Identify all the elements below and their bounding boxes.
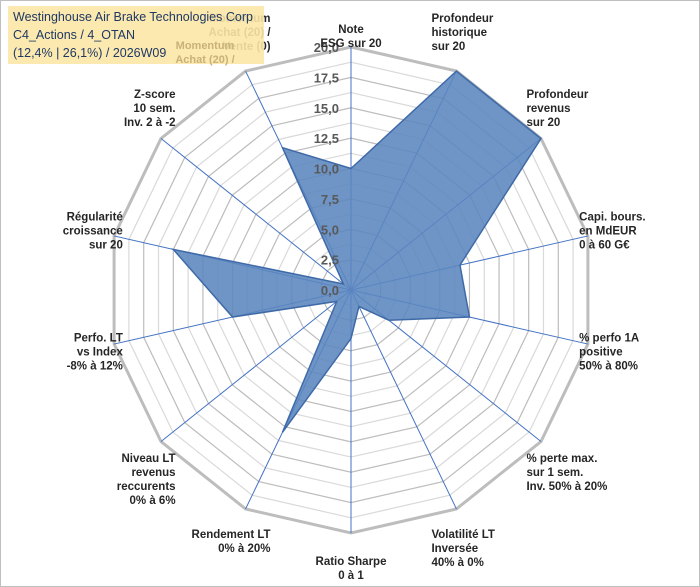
tick-label: 0,0 <box>321 283 339 298</box>
tick-label: 7,5 <box>321 192 339 207</box>
tick-label: 12,5 <box>314 131 339 146</box>
axis-spoke <box>160 289 352 442</box>
axis-label: % perte max. sur 1 sem. Inv. 50% à 20% <box>526 453 607 493</box>
axis-label: Profondeur historique sur 20 <box>431 13 493 53</box>
chart-title-line: (12,4% | 26,1%) / 2026W09 <box>13 46 166 60</box>
tick-label: 10,0 <box>314 162 339 177</box>
radar-series <box>171 70 542 433</box>
tick-label: 15,0 <box>314 101 339 116</box>
axis-label: Ratio Sharpe 0 à 1 <box>316 556 387 582</box>
axis-label: Volatilité LT Inversée 40% à 0% <box>431 529 494 569</box>
tick-label: 5,0 <box>321 222 339 237</box>
tick-label: 17,5 <box>314 70 339 85</box>
axis-label: % perfo 1A positive 50% à 80% <box>579 333 639 373</box>
axis-spoke <box>350 289 457 510</box>
axis-label: Note ESG sur 20 <box>320 24 381 50</box>
radial-tick-labels: 0,0 2,5 5,0 7,5 10,0 12,5 15,0 17,5 20,0 <box>314 40 339 298</box>
chart-title-box: Westinghouse Air Brake Technologies Corp… <box>8 6 264 66</box>
axis-label: Niveau LT revenus reccurents 0% à 6% <box>117 453 176 507</box>
axis-spoke <box>160 138 352 291</box>
axis-label: Capi. bours. en MdEUR 0 à 60 G€ <box>579 211 645 251</box>
tick-label: 20,0 <box>314 40 339 55</box>
momentum-overlay: Achat (20) / <box>175 54 234 66</box>
tick-label: 2,5 <box>321 253 339 268</box>
chart-title-line: Westinghouse Air Brake Technologies Corp <box>13 10 253 24</box>
title-background <box>8 6 264 64</box>
chart-title-line: C4_Actions / 4_OTAN <box>13 28 135 42</box>
axis-label: Profondeur revenus sur 20 <box>526 89 588 129</box>
axis-label: Z-score 10 sem. Inv. 2 à -2 <box>124 89 176 129</box>
axis-label: Rendement LT 0% à 20% <box>192 529 271 555</box>
axis-label: Perfo. LT vs Index -8% à 12% <box>67 333 124 373</box>
momentum-overlay: Momentum <box>176 40 235 52</box>
axis-label: Régularité croissance sur 20 <box>63 211 123 251</box>
